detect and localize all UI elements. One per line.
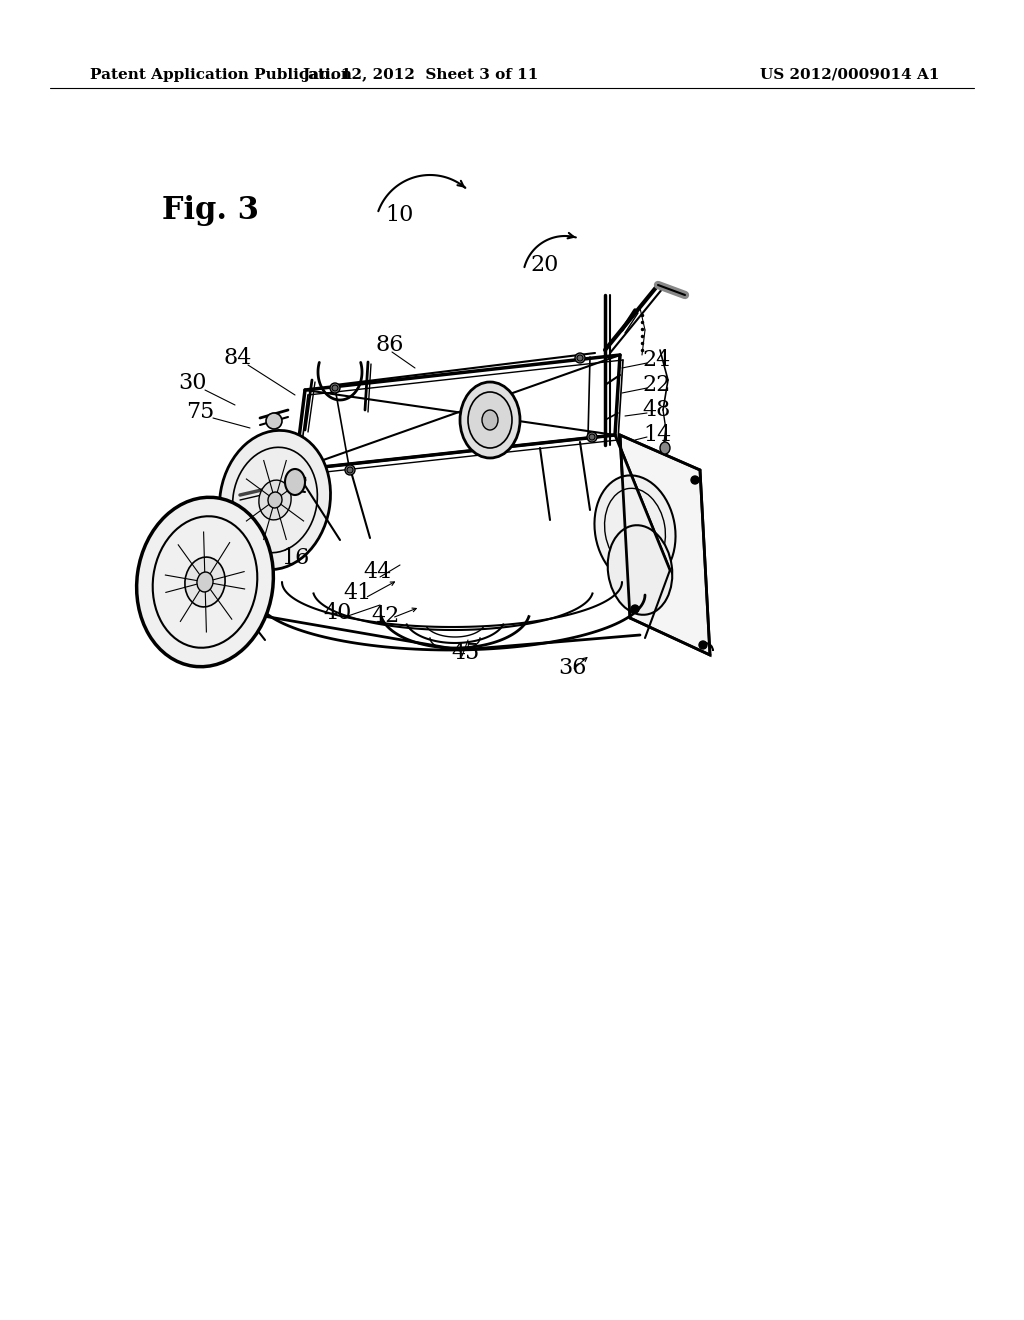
Ellipse shape: [345, 465, 355, 475]
Text: 20: 20: [530, 253, 559, 276]
Ellipse shape: [660, 442, 670, 454]
Ellipse shape: [268, 492, 282, 508]
Ellipse shape: [197, 572, 213, 591]
Ellipse shape: [631, 605, 639, 612]
Text: 14: 14: [643, 424, 671, 446]
Ellipse shape: [330, 383, 340, 393]
Ellipse shape: [699, 642, 707, 649]
Ellipse shape: [577, 355, 583, 360]
Text: US 2012/0009014 A1: US 2012/0009014 A1: [760, 69, 939, 82]
Ellipse shape: [604, 488, 666, 572]
Ellipse shape: [482, 411, 498, 430]
Ellipse shape: [460, 381, 520, 458]
Text: 44: 44: [364, 561, 392, 583]
Text: 30: 30: [178, 372, 206, 393]
Text: Patent Application Publication: Patent Application Publication: [90, 69, 352, 82]
Polygon shape: [620, 436, 710, 655]
Text: Jan. 12, 2012  Sheet 3 of 11: Jan. 12, 2012 Sheet 3 of 11: [302, 69, 539, 82]
Ellipse shape: [136, 498, 273, 667]
Ellipse shape: [595, 475, 676, 585]
Ellipse shape: [607, 525, 673, 615]
Text: 86: 86: [376, 334, 404, 356]
Text: 75: 75: [186, 401, 214, 422]
Text: Fig. 3: Fig. 3: [162, 194, 258, 226]
Ellipse shape: [575, 352, 585, 363]
Text: 40: 40: [324, 602, 352, 624]
Text: 36: 36: [558, 657, 586, 678]
Ellipse shape: [285, 469, 305, 495]
Text: 16: 16: [281, 546, 309, 569]
Ellipse shape: [185, 557, 225, 607]
Text: 32: 32: [171, 587, 200, 609]
Ellipse shape: [153, 516, 257, 648]
Text: 48: 48: [643, 399, 671, 421]
Ellipse shape: [347, 467, 353, 473]
Text: 24: 24: [643, 348, 671, 371]
Ellipse shape: [266, 413, 282, 429]
Text: 42: 42: [371, 605, 399, 627]
Text: 84: 84: [224, 347, 252, 370]
Ellipse shape: [219, 430, 331, 570]
Ellipse shape: [468, 392, 512, 447]
Ellipse shape: [259, 480, 291, 520]
Ellipse shape: [691, 477, 699, 484]
Ellipse shape: [232, 447, 317, 553]
Text: 45: 45: [451, 642, 479, 664]
Text: 41: 41: [344, 582, 372, 605]
Ellipse shape: [589, 434, 595, 440]
Ellipse shape: [332, 385, 338, 391]
Text: 10: 10: [386, 205, 414, 226]
Ellipse shape: [587, 432, 597, 442]
Text: 22: 22: [643, 374, 671, 396]
